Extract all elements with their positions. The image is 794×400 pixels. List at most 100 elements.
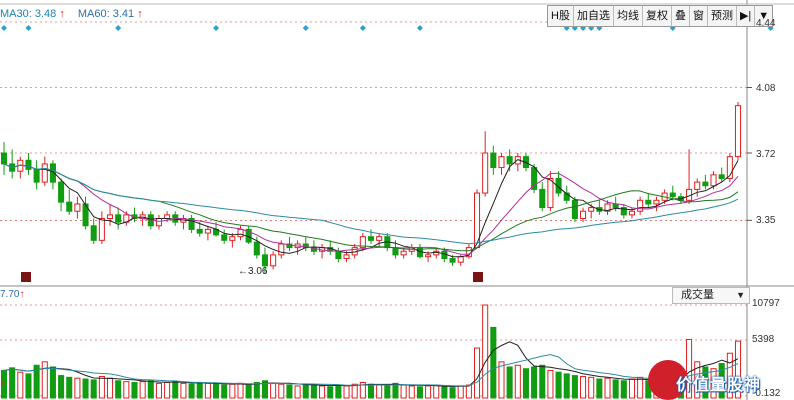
- candle-body: [106, 214, 114, 220]
- volume-bar: [465, 384, 472, 399]
- volume-bar: [433, 384, 440, 399]
- jump-end-button[interactable]: ▶|: [737, 6, 756, 26]
- ma30-label: MA30: 3.48: [0, 8, 57, 20]
- candle-body: [718, 174, 725, 179]
- volume-bar: [359, 381, 366, 399]
- candle-body: [25, 159, 32, 170]
- candle-body: [710, 174, 717, 187]
- volume-bar: [604, 377, 611, 399]
- event-badge-icon: [473, 272, 483, 282]
- volume-bar: [221, 384, 228, 399]
- volume-bar: [172, 381, 179, 399]
- candle-body: [580, 210, 587, 220]
- volume-bar: [620, 380, 627, 399]
- candle-body: [82, 203, 89, 227]
- watermark-logo: 价值量股神: [648, 354, 794, 400]
- volume-left-value: 7.70↑: [0, 289, 24, 300]
- add-watchlist-button[interactable]: 加自选: [574, 6, 614, 26]
- volume-bar: [571, 375, 578, 399]
- volume-bar: [531, 366, 538, 399]
- volume-indicator-select[interactable]: 成交量 ▼: [672, 287, 750, 304]
- volume-bar: [506, 366, 513, 399]
- low-price-label: ←3.06: [238, 266, 268, 277]
- volume-bar: [123, 381, 130, 399]
- volume-bar: [539, 364, 546, 399]
- candle-body: [204, 228, 211, 234]
- volume-bar: [0, 369, 8, 399]
- candle-body: [98, 218, 105, 241]
- candle-body: [229, 236, 236, 241]
- volume-bar: [343, 385, 350, 399]
- price-tick-label: 3.35: [756, 215, 776, 226]
- volume-bar: [270, 382, 277, 399]
- watermark-text: 价值量股神: [676, 377, 762, 394]
- event-diamond-icon: [302, 25, 309, 31]
- candle-body: [90, 225, 97, 241]
- volume-bar: [498, 361, 505, 399]
- volume-bar: [327, 386, 334, 399]
- overlay-button[interactable]: 叠: [672, 6, 690, 26]
- candle-body: [449, 258, 456, 263]
- candle-body: [506, 156, 513, 165]
- dropdown-button[interactable]: ▼: [758, 10, 770, 22]
- volume-bar: [367, 383, 375, 399]
- candle-body: [221, 234, 228, 241]
- candle-body: [33, 168, 40, 183]
- volume-bar: [25, 373, 32, 399]
- volume-bar: [245, 384, 252, 399]
- candle-body: [457, 256, 464, 263]
- volume-bar: [425, 385, 432, 399]
- volume-bar: [106, 377, 114, 399]
- candle-body: [310, 247, 317, 252]
- h-share-button[interactable]: H股: [548, 6, 574, 26]
- volume-bar: [229, 383, 236, 399]
- volume-bar: [115, 380, 122, 399]
- volume-bar: [261, 380, 269, 399]
- ma10-line: [3, 163, 739, 255]
- candle-body: [115, 214, 122, 223]
- candle-body: [563, 192, 570, 201]
- volume-ma10-line: [3, 354, 739, 387]
- volume-bar: [449, 387, 456, 399]
- volume-select-label: 成交量: [681, 289, 714, 301]
- volume-bar: [188, 383, 195, 399]
- volume-bar: [392, 382, 399, 399]
- volume-bar: [17, 371, 24, 399]
- volume-bar: [628, 378, 636, 399]
- candle-body: [555, 177, 562, 194]
- adjust-button[interactable]: 复权: [643, 6, 672, 26]
- candle-body: [196, 228, 203, 234]
- volume-value: 7.70: [0, 289, 20, 300]
- ma60-label: MA60: 3.41: [77, 8, 135, 20]
- candle-body: [498, 156, 505, 169]
- volume-bar: [9, 367, 16, 399]
- candle-body: [41, 163, 48, 183]
- event-diamond-icon: [213, 25, 220, 31]
- volume-bar: [596, 378, 603, 399]
- ma60-arrow-icon: ↑: [137, 8, 143, 20]
- candle-body: [628, 210, 636, 216]
- moving-average-button[interactable]: 均线: [614, 6, 643, 26]
- forecast-button[interactable]: 预测: [708, 6, 737, 26]
- watermark-circle: [648, 360, 688, 400]
- volume-tick-label: 10797: [752, 298, 780, 309]
- price-tick-label: 4.44: [756, 18, 776, 29]
- candle-body: [164, 214, 171, 220]
- event-diamond-icon: [115, 25, 122, 31]
- candle-body: [645, 199, 652, 205]
- candle-body: [188, 218, 195, 230]
- volume-bar: [90, 379, 97, 399]
- candle-body: [343, 254, 350, 260]
- candle-body: [392, 247, 399, 256]
- event-diamond-icon: [1, 25, 7, 31]
- volume-bar: [278, 383, 285, 399]
- candle-body: [571, 199, 578, 220]
- candle-body: [694, 181, 701, 190]
- price-tick-label: 3.72: [756, 149, 776, 160]
- chart-toolbar: H股 加自选 均线 复权 叠 窗 预测 ▶| ▼: [547, 5, 774, 27]
- volume-bar: [588, 376, 595, 399]
- window-button[interactable]: 窗: [690, 6, 708, 26]
- ma60-line: [3, 163, 739, 245]
- volume-bar: [547, 369, 554, 399]
